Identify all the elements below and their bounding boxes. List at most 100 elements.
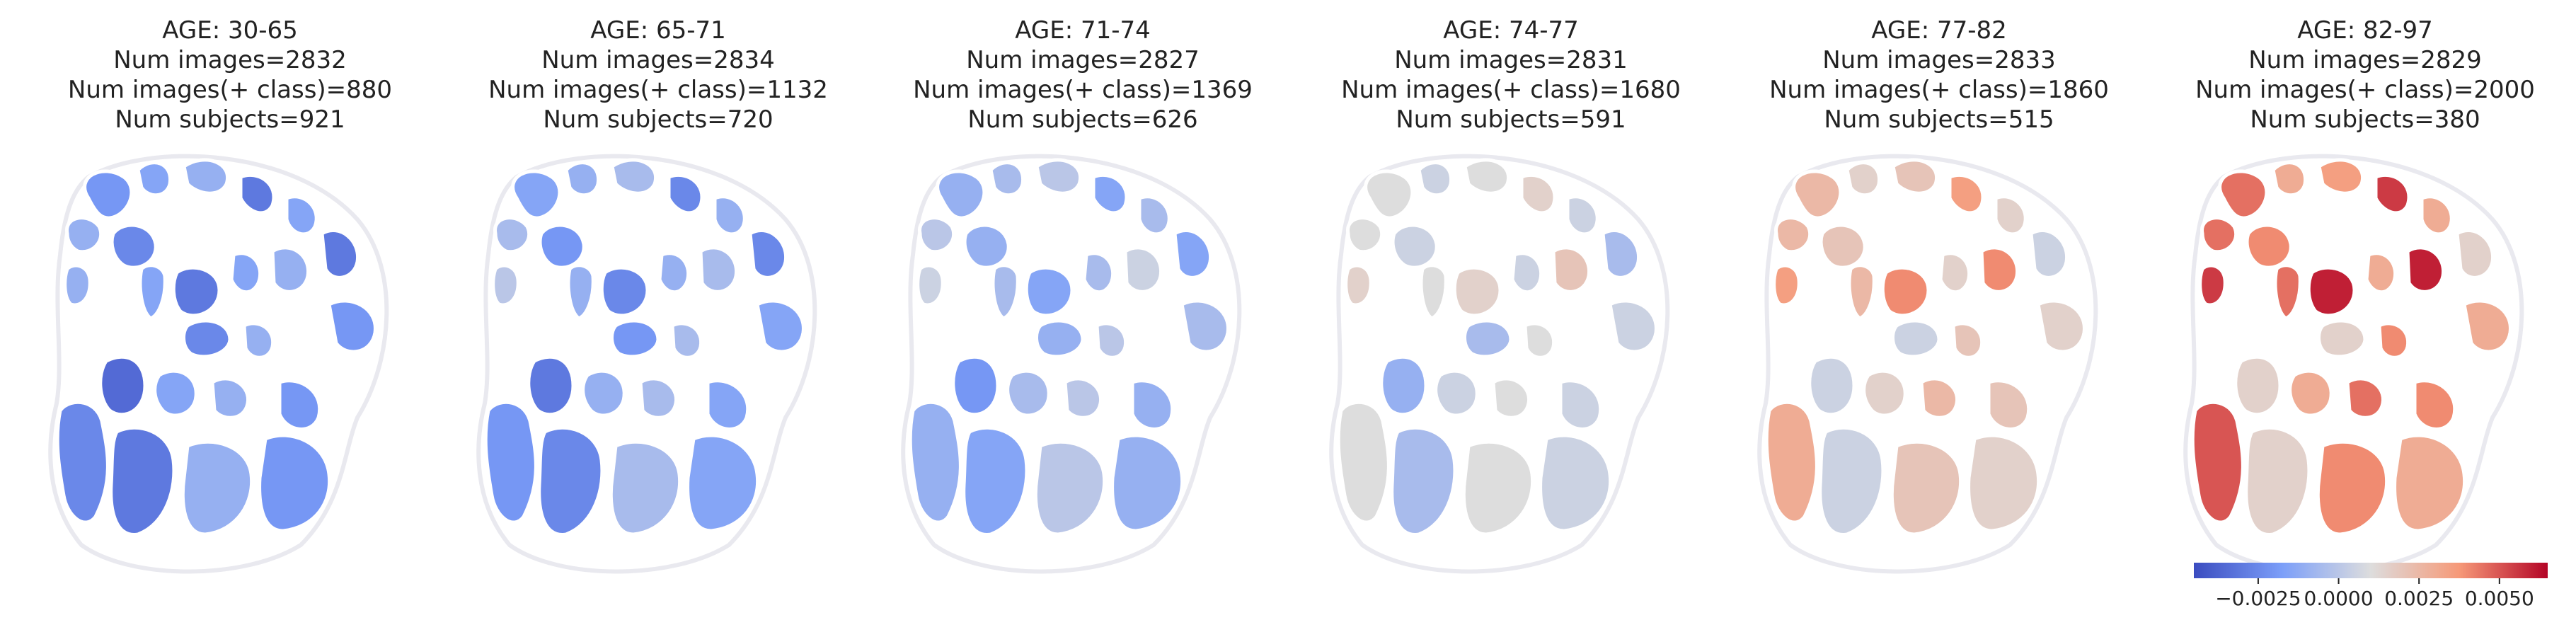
brain-region-8 bbox=[138, 263, 167, 321]
brain-region-22 bbox=[1390, 425, 1457, 536]
brain-region-2 bbox=[1845, 161, 1881, 197]
brain-region-6 bbox=[65, 216, 103, 254]
title-num-pos: Num images(+ class)=1680 bbox=[1341, 76, 1681, 104]
brain-region-11 bbox=[1551, 246, 1591, 294]
brain-region-15 bbox=[610, 318, 660, 359]
brain-region-16 bbox=[670, 321, 703, 360]
brain-slice-map bbox=[901, 154, 1242, 574]
title-age-label: AGE: 82-97 bbox=[2297, 16, 2433, 45]
brain-region-14 bbox=[1344, 263, 1373, 307]
title-age-label: AGE: 71-74 bbox=[1015, 16, 1151, 45]
brain-region-1 bbox=[1792, 169, 1843, 220]
brain-region-23 bbox=[609, 440, 682, 536]
brain-region-23 bbox=[1890, 440, 1963, 536]
brain-region-12 bbox=[320, 229, 360, 280]
brain-region-24 bbox=[258, 433, 332, 533]
title-num-images: Num images=2832 bbox=[113, 46, 347, 74]
brain-region-6 bbox=[2200, 216, 2238, 254]
brain-region-2 bbox=[2271, 161, 2307, 197]
brain-outline bbox=[901, 154, 1242, 574]
title-age-label: AGE: 30-65 bbox=[162, 16, 298, 45]
title-num-pos: Num images(+ class)=2000 bbox=[2195, 76, 2535, 104]
brain-slice-map bbox=[476, 154, 817, 574]
brain-region-21 bbox=[908, 400, 962, 524]
brain-region-16 bbox=[1951, 321, 1984, 360]
brain-region-1 bbox=[2218, 169, 2269, 220]
brain-region-8 bbox=[991, 263, 1020, 321]
title-age-label: AGE: 77-82 bbox=[1871, 16, 2007, 45]
brain-region-2 bbox=[136, 161, 172, 197]
brain-region-5 bbox=[1994, 195, 2028, 236]
brain-outline bbox=[1757, 154, 2098, 574]
brain-outline bbox=[48, 154, 389, 574]
brain-region-13 bbox=[1608, 299, 1658, 354]
title-num-subjects: Num subjects=515 bbox=[1824, 105, 2054, 134]
brain-region-1 bbox=[1364, 169, 1415, 220]
brain-slice-map bbox=[1329, 154, 1670, 574]
brain-region-24 bbox=[1967, 433, 2041, 533]
brain-region-17 bbox=[1807, 355, 1856, 417]
brain-region-17 bbox=[1379, 355, 1428, 417]
title-num-subjects: Num subjects=720 bbox=[543, 105, 774, 134]
colorbar-tick-label: 0.0050 bbox=[2465, 587, 2534, 610]
brain-region-18 bbox=[1006, 369, 1051, 418]
brain-region-4 bbox=[667, 173, 704, 215]
brain-region-8 bbox=[2273, 263, 2302, 321]
brain-region-20 bbox=[2413, 379, 2457, 431]
colorbar-tick-label: 0.0000 bbox=[2304, 587, 2374, 610]
brain-region-21 bbox=[1336, 400, 1391, 524]
brain-region-5 bbox=[1565, 195, 1599, 236]
brain-region-17 bbox=[951, 355, 1000, 417]
brain-region-3 bbox=[1463, 158, 1511, 195]
brain-region-14 bbox=[2198, 263, 2227, 307]
brain-outline bbox=[476, 154, 817, 574]
brain-region-3 bbox=[1035, 158, 1083, 195]
brain-region-8 bbox=[566, 263, 595, 321]
title-num-pos: Num images(+ class)=1369 bbox=[913, 76, 1253, 104]
brain-region-4 bbox=[1948, 173, 1985, 215]
brain-region-22 bbox=[2244, 425, 2311, 536]
brain-region-9 bbox=[599, 265, 650, 318]
colorbar-tick-label: 0.0025 bbox=[2384, 587, 2454, 610]
title-num-images: Num images=2829 bbox=[2248, 46, 2482, 74]
brain-region-20 bbox=[1986, 379, 2031, 431]
brain-region-13 bbox=[2036, 299, 2086, 354]
brain-region-17 bbox=[2233, 355, 2282, 417]
brain-region-16 bbox=[2377, 321, 2410, 360]
brain-region-5 bbox=[2420, 195, 2454, 236]
brain-region-8 bbox=[1419, 263, 1448, 321]
colorbar-gradient bbox=[2194, 563, 2548, 578]
brain-region-16 bbox=[1523, 321, 1556, 360]
brain-region-16 bbox=[1095, 321, 1128, 360]
brain-region-5 bbox=[713, 195, 747, 236]
brain-region-11 bbox=[1123, 246, 1163, 294]
brain-region-7 bbox=[962, 223, 1011, 270]
brain-region-14 bbox=[63, 263, 92, 307]
brain-region-10 bbox=[1510, 251, 1543, 294]
brain-region-15 bbox=[182, 318, 232, 359]
brain-region-18 bbox=[1862, 369, 1907, 418]
brain-region-8 bbox=[1847, 263, 1876, 321]
brain-region-15 bbox=[1891, 318, 1941, 359]
brain-region-4 bbox=[2374, 173, 2411, 215]
brain-region-13 bbox=[327, 299, 377, 354]
brain-region-24 bbox=[1539, 433, 1613, 533]
brain-region-3 bbox=[610, 158, 658, 195]
brain-region-20 bbox=[277, 379, 322, 431]
brain-region-7 bbox=[538, 223, 586, 270]
brain-region-17 bbox=[527, 355, 575, 417]
brain-region-12 bbox=[1601, 229, 1640, 280]
title-num-images: Num images=2833 bbox=[1822, 46, 2056, 74]
brain-region-15 bbox=[1463, 318, 1513, 359]
panel-1: AGE: 30-65 Num images=2832 Num images(+ cl… bbox=[32, 0, 428, 637]
brain-region-1 bbox=[83, 169, 134, 220]
brain-region-21 bbox=[2190, 400, 2245, 524]
brain-region-22 bbox=[109, 425, 176, 536]
brain-region-2 bbox=[989, 161, 1025, 197]
brain-region-2 bbox=[564, 161, 600, 197]
brain-region-7 bbox=[1391, 223, 1439, 270]
brain-region-10 bbox=[2364, 251, 2398, 294]
brain-region-3 bbox=[1891, 158, 1939, 195]
brain-region-18 bbox=[153, 369, 198, 418]
